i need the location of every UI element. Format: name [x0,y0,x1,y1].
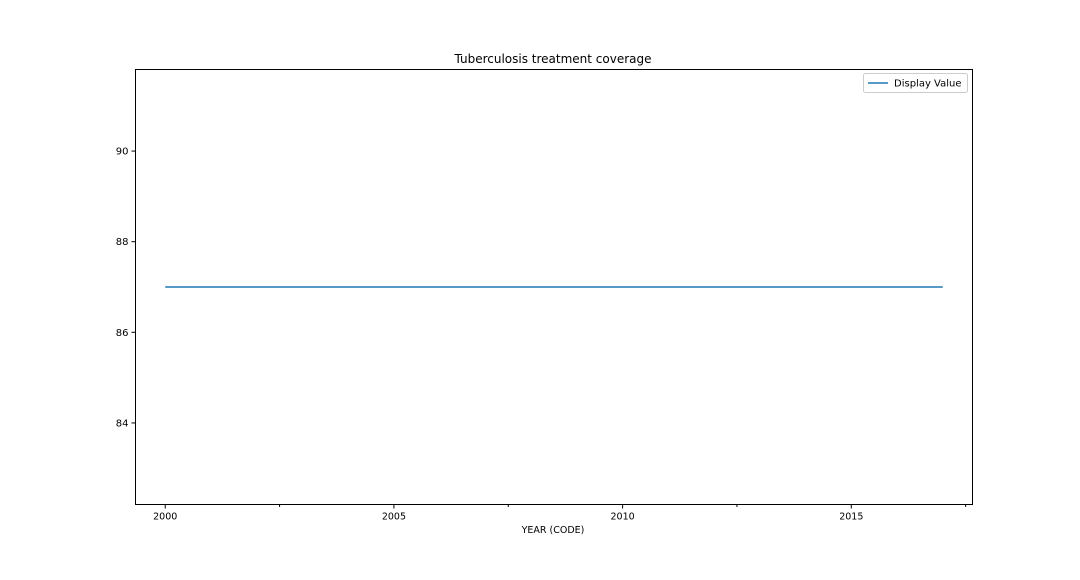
x-tick-label: 2005 [382,512,406,523]
y-axis: 84 86 88 90 [116,147,136,429]
legend-label: Display Value [894,79,962,90]
y-tick-label: 86 [116,328,129,339]
plot-area-frame [135,69,973,505]
x-axis: 2000 2005 2010 2015 [153,504,967,523]
x-tick-label: 2000 [153,512,177,523]
y-tick-label: 84 [116,418,129,429]
legend: Display Value [863,73,968,93]
legend-box [863,73,968,93]
x-axis-label: YEAR (CODE) [521,525,585,536]
chart-title: Tuberculosis treatment coverage [453,52,651,66]
x-tick-label: 2015 [839,512,863,523]
y-tick-label: 90 [116,147,129,158]
x-tick-label: 2010 [611,512,635,523]
y-tick-label: 88 [116,237,129,248]
